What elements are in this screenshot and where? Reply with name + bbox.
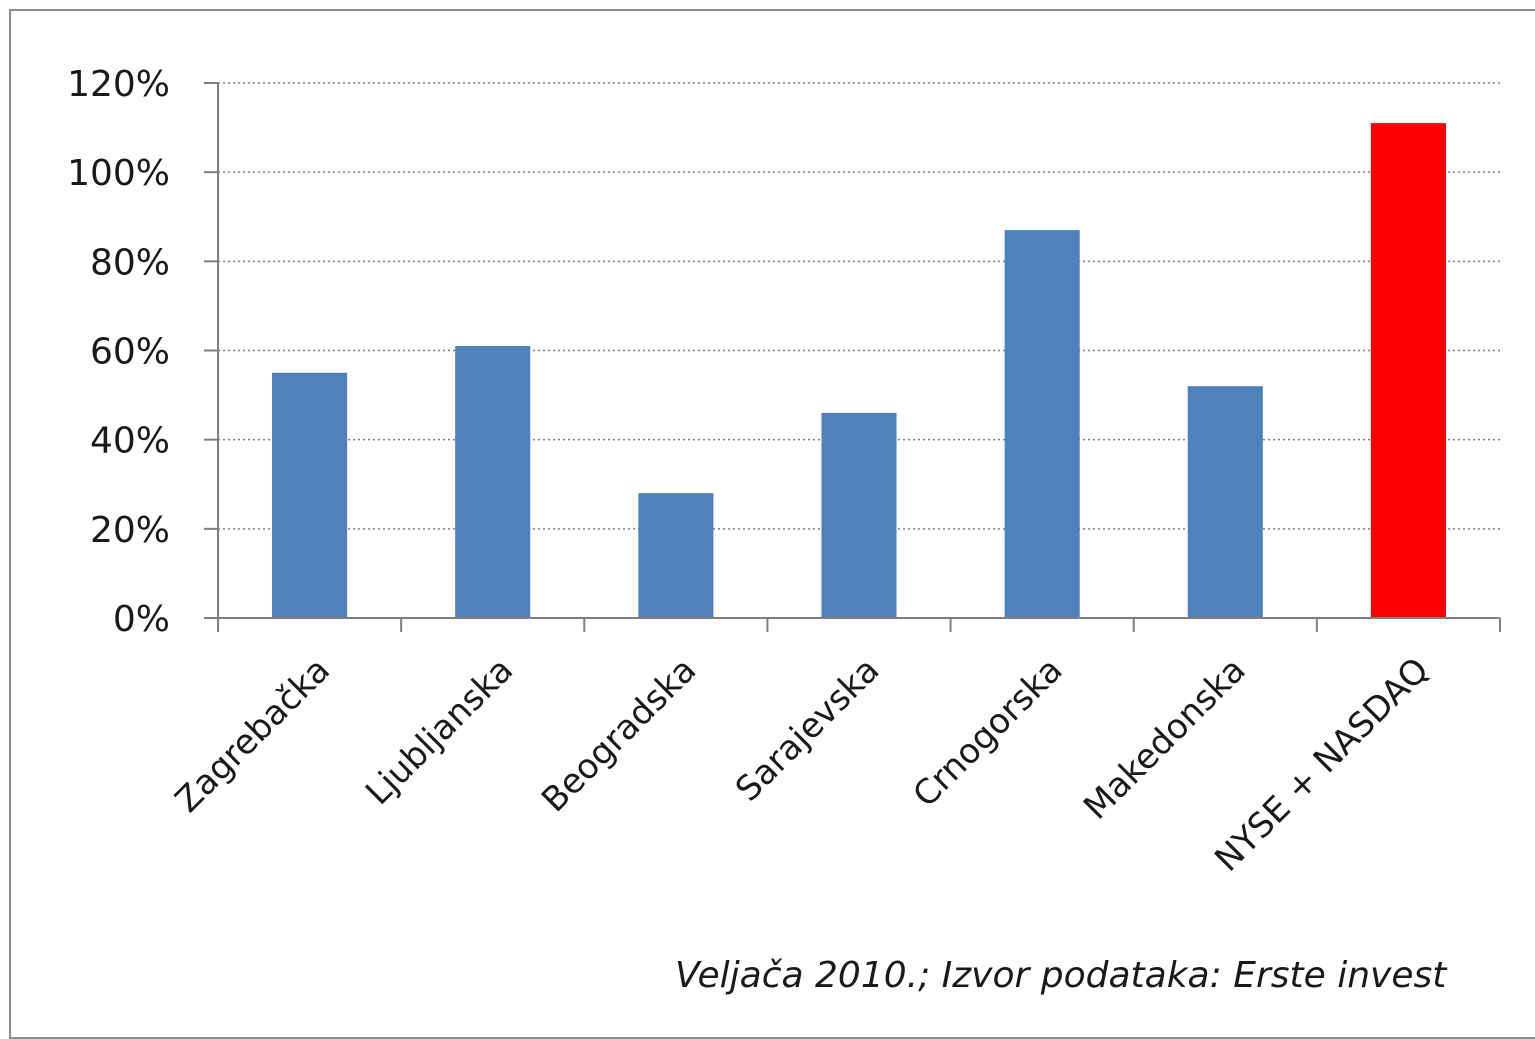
y-tick-label: 80% (90, 242, 170, 283)
x-category-label: Ljubljanska (358, 650, 521, 813)
bar (638, 493, 714, 618)
bar (455, 346, 531, 618)
y-tick-label: 120% (67, 64, 170, 105)
y-tick-label: 60% (90, 332, 170, 373)
axes (204, 82, 1501, 632)
x-category-label: Crnogorska (905, 650, 1070, 815)
y-tick-label: 20% (90, 510, 170, 551)
bar (1004, 230, 1080, 618)
bar (1370, 123, 1446, 618)
chart-frame (9, 9, 1535, 1039)
bar (272, 372, 348, 618)
y-tick-label: 40% (90, 421, 170, 462)
bars (272, 123, 1446, 618)
bar (1187, 386, 1263, 618)
x-category-label: Zagrebačka (168, 650, 338, 820)
source-note: Veljača 2010.; Izvor podataka: Erste inv… (675, 955, 1448, 996)
x-category-label: Makedonska (1076, 650, 1254, 828)
x-category-label: Beogradska (534, 650, 704, 820)
x-category-label: Sarajevska (728, 650, 887, 809)
y-tick-label: 100% (67, 153, 170, 194)
x-category-labels: Zagrebačka Ljubljanska Beogradska Sarajevsk… (168, 650, 1437, 880)
bar (821, 412, 897, 618)
y-tick-label: 0% (113, 599, 170, 640)
y-tick-labels: 0% 20% 40% 60% 80% 100% 120% (67, 64, 170, 640)
